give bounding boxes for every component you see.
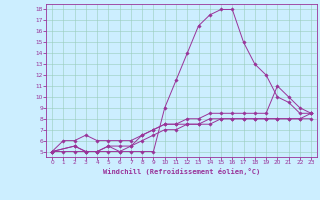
X-axis label: Windchill (Refroidissement éolien,°C): Windchill (Refroidissement éolien,°C) (103, 168, 260, 175)
